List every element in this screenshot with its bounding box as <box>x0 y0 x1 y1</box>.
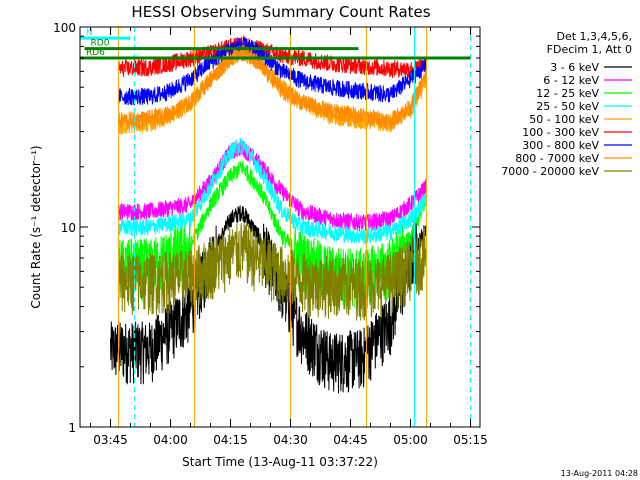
y-tick-label-2: 100 <box>53 21 76 35</box>
legend-entry-7: 800 - 7000 keV <box>515 152 599 165</box>
flag-label-n: N <box>86 28 93 38</box>
legend-header-1: FDecim 1, Att 0 <box>547 43 632 56</box>
x-axis-label: Start Time (13-Aug-11 03:37:22) <box>182 455 378 469</box>
series-line-1 <box>118 140 427 232</box>
series-layer <box>110 34 427 394</box>
legend-entry-3: 25 - 50 keV <box>536 100 599 113</box>
x-tick-label-2: 04:15 <box>213 433 248 447</box>
series-line-8 <box>118 222 427 321</box>
y-axis-label: Count Rate (s⁻¹ detector⁻¹) <box>29 145 43 308</box>
x-tick-label-1: 04:00 <box>153 433 188 447</box>
series-line-6 <box>118 34 427 106</box>
legend-entry-1: 6 - 12 keV <box>543 74 599 87</box>
flag-label-rd6: RD6 <box>86 48 105 58</box>
footer-date: 13-Aug-2011 04:28 <box>561 469 638 478</box>
legend-entry-0: 3 - 6 keV <box>550 61 599 74</box>
x-tick-label-4: 04:45 <box>333 433 368 447</box>
x-tick-label-5: 05:00 <box>393 433 428 447</box>
flag-label-rd0: RD0 <box>91 39 110 49</box>
legend: Det 1,3,4,5,6,FDecim 1, Att 0 3 - 6 keV6 … <box>501 30 632 178</box>
y-tick-label-0: 1 <box>68 421 76 435</box>
series-line-3 <box>118 137 427 245</box>
legend-entry-5: 100 - 300 keV <box>522 126 599 139</box>
x-tick-label-6: 05:15 <box>453 433 488 447</box>
legend-entry-2: 12 - 25 keV <box>536 87 599 100</box>
x-tick-label-3: 04:30 <box>273 433 308 447</box>
series-line-0 <box>110 205 427 394</box>
chart-title: HESSI Observing Summary Count Rates <box>131 3 430 21</box>
x-tick-label-0: 03:45 <box>93 433 128 447</box>
series-line-7 <box>118 44 427 131</box>
legend-entry-4: 50 - 100 keV <box>529 113 599 126</box>
legend-entry-6: 300 - 800 keV <box>522 139 599 152</box>
y-tick-label-1: 10 <box>61 221 76 235</box>
legend-entry-8: 7000 - 20000 keV <box>501 165 599 178</box>
axis-layer: 03:45 04:00 04:15 04:30 04:45 05:00 05:15 1 10 10… <box>53 21 488 447</box>
legend-header-0: Det 1,3,4,5,6, <box>556 30 632 43</box>
